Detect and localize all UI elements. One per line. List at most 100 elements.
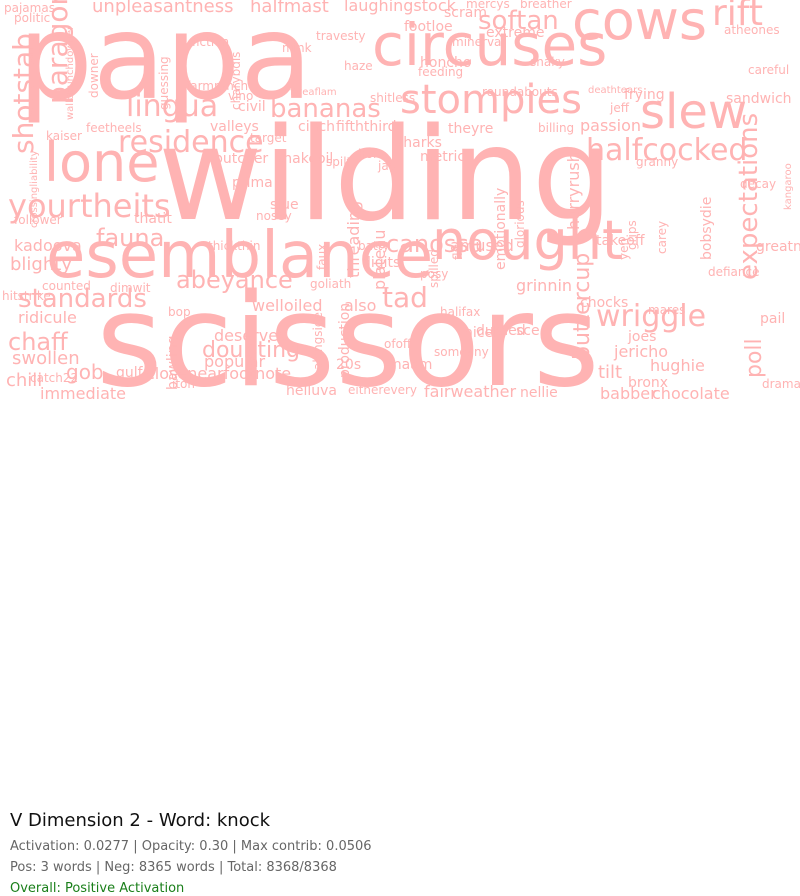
cloud-word: passion	[580, 116, 642, 135]
cloud-word: honcho	[420, 55, 472, 71]
cloud-word: drama	[762, 377, 800, 391]
cloud-word: cows	[572, 0, 708, 52]
cloud-word: valleys	[210, 119, 259, 135]
activation-stats: Activation: 0.0277 | Opacity: 0.30 | Max…	[10, 839, 372, 854]
cloud-word: target	[250, 131, 287, 145]
cloud-word: popular	[204, 352, 266, 371]
cloud-word: takeoff	[596, 233, 645, 249]
cloud-word: bronx	[628, 375, 669, 391]
cloud-word: sharks	[396, 135, 442, 151]
cloud-word: iton	[172, 377, 195, 391]
cloud-word: civil	[238, 99, 266, 115]
cloud-word: lingua	[126, 89, 219, 124]
cloud-word: immediate	[40, 384, 126, 401]
cloud-word: counted	[42, 279, 91, 293]
cloud-word: wilding	[158, 101, 613, 250]
cloud-word: vino	[228, 89, 254, 103]
cloud-word: fifththird	[336, 119, 397, 135]
cloud-word: amused	[450, 236, 514, 255]
cloud-word: nellie	[520, 385, 558, 400]
cloud-word: mares	[648, 303, 686, 317]
cloud-word: footloe	[404, 19, 453, 35]
cloud-word: follower	[14, 213, 62, 227]
cloud-word: jag	[378, 159, 397, 173]
cloud-word: standards	[18, 284, 147, 314]
cloud-word: residence	[118, 125, 264, 160]
cloud-word: crossingliability	[29, 150, 40, 228]
cloud-word: granny	[636, 155, 679, 169]
cloud-word: grips	[625, 220, 639, 250]
cloud-word: hughie	[650, 356, 705, 375]
cloud-word: atheones	[724, 23, 780, 37]
cloud-word: travesty	[316, 29, 366, 43]
cloud-word: joes	[628, 329, 657, 345]
cloud-word: blighty	[10, 254, 72, 275]
cloud-word: mercys	[466, 0, 510, 11]
cloud-word: gulf	[116, 365, 143, 381]
cloud-word: halfcocked	[586, 133, 748, 168]
cloud-word: jeff	[610, 101, 629, 115]
cloud-word: maam	[388, 357, 433, 373]
cloud-word: ridicule	[18, 308, 77, 327]
cloud-word: theyre	[448, 121, 494, 137]
cloud-word: haze	[344, 59, 373, 73]
cloud-word: dimwit	[110, 281, 151, 295]
cloud-word: defiance	[708, 265, 760, 279]
cloud-word: nought	[432, 209, 624, 272]
cloud-word: tad	[382, 281, 428, 314]
cloud-word: nosey	[256, 209, 292, 223]
word-cloud: papa wilding scissors circuses esemblance nou…	[0, 0, 800, 400]
cloud-word: kangaroo	[783, 163, 794, 210]
cloud-word: deathtears	[588, 85, 643, 96]
cloud-word: hitstrike	[2, 289, 51, 303]
cloud-word: minerva	[452, 35, 502, 49]
overall-activation: Overall: Positive Activation	[10, 881, 185, 896]
cloud-word: hurryrush	[564, 152, 583, 230]
cloud-word: alongside	[311, 312, 325, 370]
cloud-word: poll	[742, 338, 767, 378]
cloud-word: babber	[600, 384, 657, 401]
cloud-word: billing	[538, 121, 575, 135]
cloud-word: pajamas	[4, 1, 55, 15]
cloud-word: greatness	[756, 239, 800, 255]
cloud-word: frying	[624, 87, 665, 103]
cloud-word: feetheels	[86, 121, 142, 135]
cloud-word: ofoff	[384, 337, 412, 351]
cloud-word: snaky	[530, 55, 565, 69]
cloud-word: sce	[516, 323, 540, 339]
cloud-word: slew	[640, 84, 748, 140]
cloud-word: sandwich	[726, 91, 792, 107]
cloud-word: scram	[444, 5, 487, 21]
cloud-word: prima	[232, 175, 273, 191]
cloud-word: laughingstock	[344, 0, 456, 15]
cloud-word: kaiser	[46, 129, 82, 143]
cloud-word: swollen	[12, 348, 80, 369]
cloud-word: batty	[358, 239, 390, 253]
cloud-word: jericho	[614, 342, 669, 361]
cloud-word: shitless	[370, 91, 416, 105]
cloud-word: softan	[478, 6, 559, 36]
cloud-word: lone	[44, 131, 160, 194]
cloud-word: catch22	[30, 371, 79, 385]
cloud-word: closenearfootnote	[146, 364, 292, 383]
cloud-word: guessing	[157, 56, 171, 110]
cloud-word: snakeoil	[276, 151, 334, 167]
cloud-word: careful	[748, 63, 790, 77]
cloud-word: bobsydie	[699, 196, 715, 260]
cloud-word: welloiled	[252, 296, 323, 315]
cloud-word: hol	[358, 147, 377, 161]
cloud-word: slue	[270, 197, 299, 213]
cloud-word: downer	[87, 53, 101, 98]
cloud-word: mink	[282, 41, 312, 55]
cloud-word: grinnin	[516, 276, 573, 295]
cloud-word: bop	[168, 305, 191, 319]
cloud-word: bananas	[270, 94, 381, 124]
word-cloud-canvas: papa wilding scissors circuses esemblance nou…	[0, 0, 800, 400]
cloud-word: thickthin	[208, 239, 261, 253]
cloud-word: chili	[6, 370, 43, 391]
cloud-word: feeding	[418, 65, 464, 79]
dimension-title: V Dimension 2 - Word: knock	[10, 810, 271, 831]
cloud-word: carey	[655, 220, 669, 254]
cloud-word: pail	[760, 311, 786, 327]
cloud-word: roundabouts	[482, 85, 558, 99]
